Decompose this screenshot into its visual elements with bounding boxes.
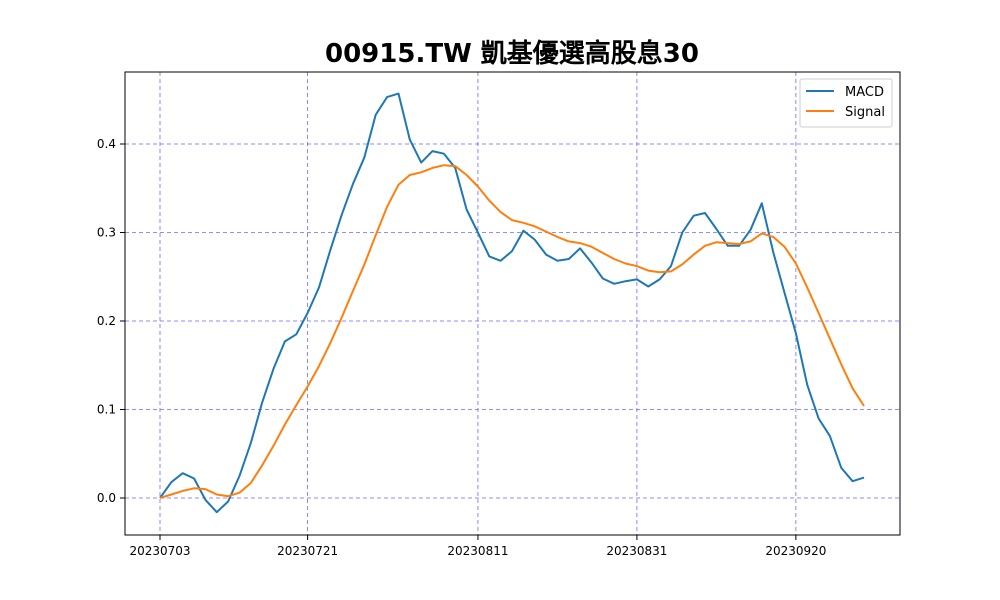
series-line-macd [159, 92, 865, 514]
x-tick-label: 20230920 [765, 544, 826, 558]
x-tick-label: 20230721 [277, 544, 338, 558]
y-tick-label: 0.4 [97, 137, 116, 151]
x-tick-label: 20230831 [606, 544, 667, 558]
plot-frame [124, 71, 901, 536]
series-lines [159, 92, 865, 514]
grid-lines [125, 72, 900, 535]
x-axis-ticks: 20230703 20230721 20230811 20230831 20230920 [129, 535, 826, 558]
y-tick-label: 0.1 [97, 403, 116, 417]
chart-title: 00915.TW 凱基優選高股息30 [325, 38, 699, 69]
legend-label-signal: Signal [845, 105, 885, 120]
y-axis-ticks: 0.0 0.1 0.2 0.3 0.4 [97, 137, 125, 505]
y-tick-label: 0.2 [97, 314, 116, 328]
series-line-signal [159, 164, 865, 499]
x-tick-label: 20230811 [447, 544, 508, 558]
legend-label-macd: MACD [845, 85, 884, 100]
y-tick-label: 0.0 [97, 491, 116, 505]
legend: MACD Signal [799, 78, 893, 128]
x-tick-label: 20230703 [129, 544, 190, 558]
y-tick-label: 0.3 [97, 226, 116, 240]
